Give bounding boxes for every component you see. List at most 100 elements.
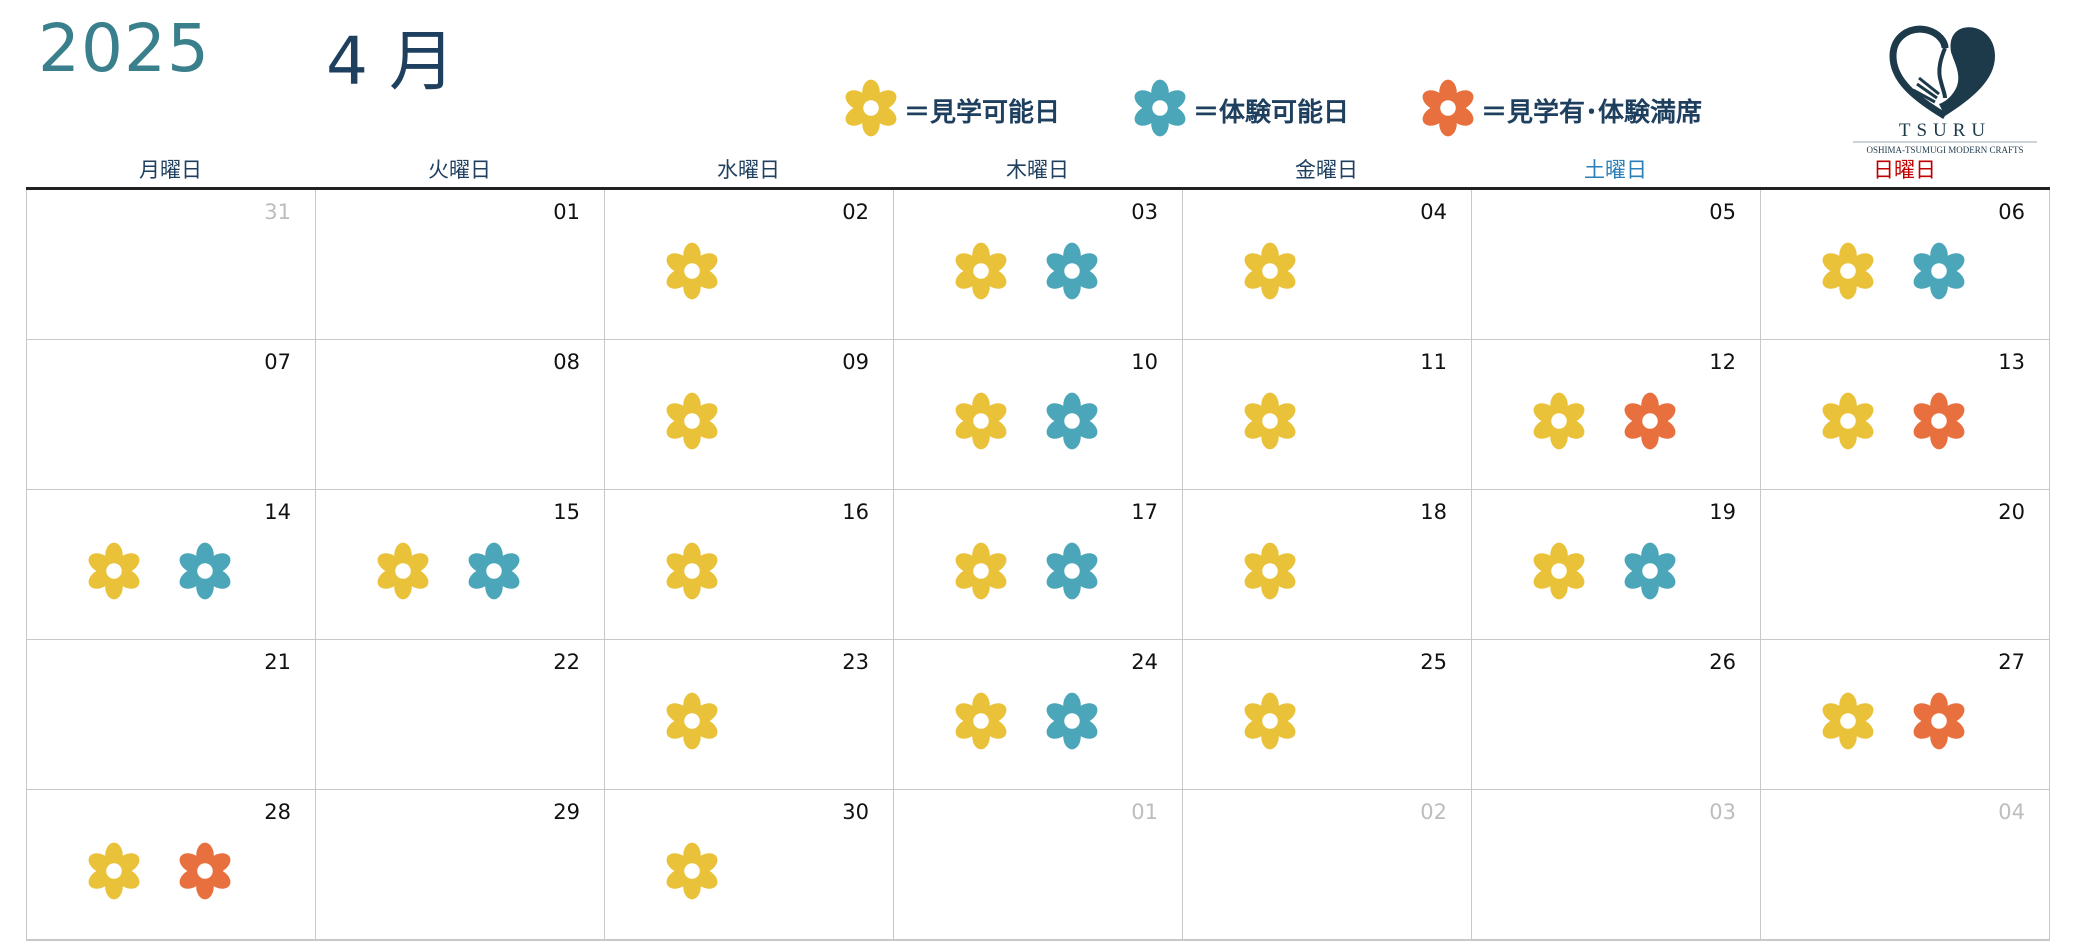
day-cell[interactable]: 23 [605, 640, 894, 790]
day-cell[interactable]: 05 [1472, 190, 1761, 340]
flower-icon-exp [1041, 540, 1103, 602]
day-cell[interactable]: 19 [1472, 490, 1761, 640]
day-number: 15 [553, 500, 580, 524]
legend-label: ＝体験可能日 [1193, 97, 1350, 128]
day-number: 12 [1709, 350, 1736, 374]
flower-icon-visit [1817, 240, 1879, 302]
flower-icon-exp [1908, 240, 1970, 302]
calendar-grid: 31 01 02 03 04 05 06 07 08 09 10 11 12 13 14 15 16 17 18 19… [26, 190, 2050, 941]
weekday-header: 火曜日 [428, 158, 491, 182]
day-cell[interactable]: 13 [1761, 340, 2050, 490]
day-number: 09 [842, 350, 869, 374]
flower-icon-full [174, 840, 236, 902]
flower-icon-visit [1239, 540, 1301, 602]
day-number: 02 [842, 200, 869, 224]
day-cell[interactable]: 02 [605, 190, 894, 340]
day-cell[interactable]: 11 [1183, 340, 1472, 490]
day-cell[interactable]: 25 [1183, 640, 1472, 790]
day-cell[interactable]: 09 [605, 340, 894, 490]
tsuru-logo: TSURU OSHIMA-TSUMUGI MODERN CRAFTS [1845, 18, 2045, 158]
day-cell[interactable]: 17 [894, 490, 1183, 640]
flower-icon-full [1908, 390, 1970, 452]
flower-icon-visit [372, 540, 434, 602]
day-cell[interactable]: 22 [316, 640, 605, 790]
weekday-header: 水曜日 [717, 158, 780, 182]
day-number: 03 [1131, 200, 1158, 224]
day-number: 13 [1998, 350, 2025, 374]
day-number: 26 [1709, 650, 1736, 674]
day-cell[interactable]: 18 [1183, 490, 1472, 640]
flower-icon-full [1908, 690, 1970, 752]
flower-icon-visit [1239, 390, 1301, 452]
day-cell[interactable]: 03 [894, 190, 1183, 340]
day-cell[interactable]: 26 [1472, 640, 1761, 790]
day-number: 18 [1420, 500, 1447, 524]
day-number: 25 [1420, 650, 1447, 674]
day-cell[interactable]: 14 [27, 490, 316, 640]
day-cell[interactable]: 16 [605, 490, 894, 640]
day-cell[interactable]: 24 [894, 640, 1183, 790]
day-number: 19 [1709, 500, 1736, 524]
logo-name: TSURU [1899, 120, 1991, 141]
flower-icon-visit [950, 690, 1012, 752]
day-cell[interactable]: 04 [1761, 790, 2050, 940]
day-number: 02 [1420, 800, 1447, 824]
day-cell[interactable]: 31 [27, 190, 316, 340]
flower-icon-visit [661, 690, 723, 752]
day-cell[interactable]: 03 [1472, 790, 1761, 940]
day-cell[interactable]: 07 [27, 340, 316, 490]
day-cell[interactable]: 12 [1472, 340, 1761, 490]
legend-visit: ＝見学可能日 [840, 78, 1060, 142]
weekday-header: 金曜日 [1295, 158, 1358, 182]
header-divider [26, 187, 2050, 190]
flower-icon-visit [950, 540, 1012, 602]
logo-tagline: OSHIMA-TSUMUGI MODERN CRAFTS [1866, 145, 2023, 155]
weekday-header: 木曜日 [1006, 158, 1069, 182]
day-number: 08 [553, 350, 580, 374]
day-cell[interactable]: 04 [1183, 190, 1472, 340]
day-cell[interactable]: 08 [316, 340, 605, 490]
day-cell[interactable]: 06 [1761, 190, 2050, 340]
day-number: 10 [1131, 350, 1158, 374]
day-cell[interactable]: 27 [1761, 640, 2050, 790]
day-cell[interactable]: 01 [894, 790, 1183, 940]
flower-icon-visit [1239, 240, 1301, 302]
day-cell[interactable]: 29 [316, 790, 605, 940]
flower-icon-visit [661, 840, 723, 902]
day-cell[interactable]: 15 [316, 490, 605, 640]
weekday-header: 月曜日 [139, 158, 202, 182]
day-number: 16 [842, 500, 869, 524]
flower-icon-exp [463, 540, 525, 602]
day-cell[interactable]: 28 [27, 790, 316, 940]
flower-icon-visit [1817, 690, 1879, 752]
day-cell[interactable]: 02 [1183, 790, 1472, 940]
day-number: 29 [553, 800, 580, 824]
day-number: 28 [264, 800, 291, 824]
legend-label: ＝見学有･体験満席 [1481, 97, 1703, 128]
flower-icon-visit [661, 540, 723, 602]
day-number: 03 [1709, 800, 1736, 824]
flower-icon-exp [1619, 540, 1681, 602]
flower-icon [840, 77, 902, 143]
day-number: 01 [553, 200, 580, 224]
flower-icon-full [1619, 390, 1681, 452]
day-cell[interactable]: 01 [316, 190, 605, 340]
day-number: 23 [842, 650, 869, 674]
flower-icon-exp [1041, 240, 1103, 302]
day-cell[interactable]: 10 [894, 340, 1183, 490]
flower-icon [1129, 77, 1191, 143]
flower-icon-visit [83, 840, 145, 902]
flower-icon [1417, 77, 1479, 143]
day-cell[interactable]: 20 [1761, 490, 2050, 640]
day-number: 01 [1131, 800, 1158, 824]
day-number: 04 [1998, 800, 2025, 824]
flower-icon-visit [661, 390, 723, 452]
flower-icon-visit [950, 390, 1012, 452]
flower-icon-exp [174, 540, 236, 602]
flower-icon-exp [1041, 390, 1103, 452]
day-cell[interactable]: 30 [605, 790, 894, 940]
flower-icon-visit [950, 240, 1012, 302]
day-number: 24 [1131, 650, 1158, 674]
day-number: 11 [1420, 350, 1447, 374]
day-cell[interactable]: 21 [27, 640, 316, 790]
